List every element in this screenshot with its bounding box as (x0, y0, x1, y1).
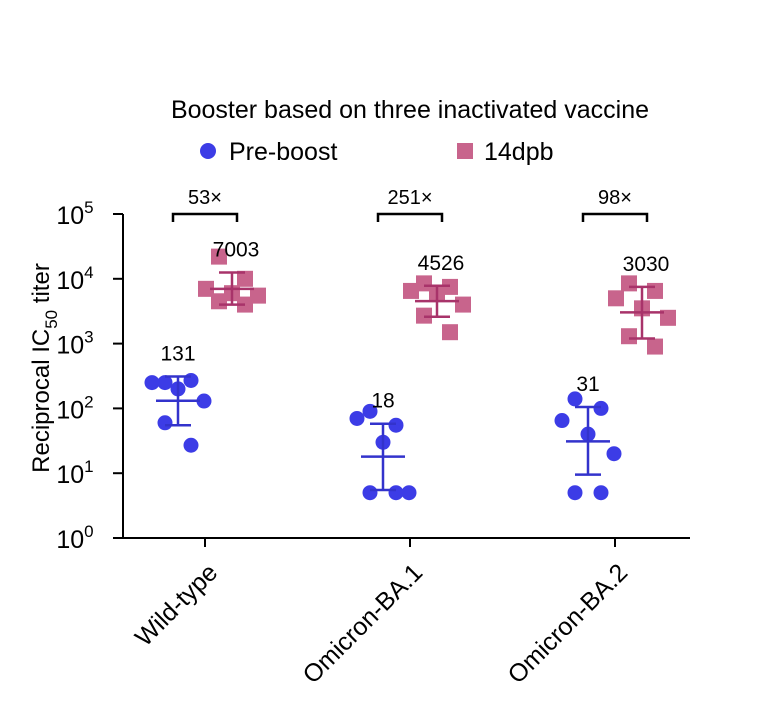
y-axis-label-subscript: 50 (42, 310, 61, 329)
data-point-pre-boost (362, 485, 378, 501)
data-point-14dpb (198, 280, 214, 297)
fold-change-bracket (171, 212, 239, 222)
geomean-label: 18 (371, 390, 394, 413)
data-point-14dpb (211, 248, 227, 265)
data-point-14dpb (621, 275, 637, 292)
data-point-14dpb (647, 282, 663, 299)
y-axis-label-tail: titer (28, 263, 55, 310)
legend-pre-boost-marker (200, 143, 216, 159)
y-tick-label: 102 (56, 392, 93, 424)
y-tick-label-base: 10 (56, 396, 84, 424)
geomean-label: 4526 (418, 252, 465, 275)
data-point-pre-boost (196, 393, 212, 409)
y-tick-label: 105 (56, 198, 93, 230)
data-point-14dpb (211, 293, 227, 310)
x-tick-label: Wild-type (130, 558, 223, 651)
data-point-pre-boost (388, 417, 404, 433)
legend-pre-boost-label: Pre-boost (229, 138, 337, 166)
data-point-pre-boost (401, 485, 417, 501)
data-point-pre-boost (183, 437, 199, 453)
data-point-14dpb (237, 270, 253, 287)
y-tick-label-exponent: 2 (84, 392, 93, 411)
data-point-pre-boost (157, 415, 173, 431)
geomean-label: 7003 (213, 239, 260, 262)
x-ticks: Wild-type Omicron-BA.1 Omicron-BA.2 (130, 538, 633, 689)
data-point-14dpb (608, 290, 624, 307)
y-tick-label-exponent: 1 (84, 457, 93, 476)
y-tick-label: 103 (56, 328, 93, 360)
fold-change-label: 251× (387, 187, 432, 209)
data-point-14dpb (250, 287, 266, 304)
data-point-pre-boost (362, 403, 378, 419)
y-tick-label-base: 10 (56, 332, 84, 360)
geomean-label: 131 (160, 343, 195, 366)
x-tick-label: Omicron-BA.1 (297, 558, 428, 689)
geomean-label: 31 (576, 373, 599, 396)
data-point-pre-boost (567, 485, 583, 501)
y-tick-label-exponent: 3 (84, 328, 93, 347)
y-tick-label-base: 10 (56, 267, 84, 295)
fold-change-bracket (581, 212, 649, 222)
data-point-14dpb (455, 296, 471, 313)
data-point-pre-boost (593, 400, 609, 416)
data-point-14dpb (621, 328, 637, 345)
data-point-pre-boost (606, 446, 622, 462)
data-marks: 131 18 31 7003 4526 3030 (144, 239, 676, 501)
x-tick-label: Omicron-BA.2 (502, 558, 633, 689)
data-point-14dpb (403, 282, 419, 299)
legend-14dpb-marker (457, 143, 473, 159)
y-tick-label: 104 (56, 263, 93, 295)
data-point-pre-boost (349, 410, 365, 426)
data-point-pre-boost (554, 413, 570, 429)
data-point-pre-boost (567, 391, 583, 407)
y-tick-label-base: 10 (56, 461, 84, 489)
y-tick-label: 100 (56, 522, 93, 554)
legend-14dpb-label: 14dpb (484, 138, 554, 166)
data-point-14dpb (660, 309, 676, 326)
y-tick-label-exponent: 0 (84, 522, 93, 541)
y-tick-label-base: 10 (56, 202, 84, 230)
data-point-pre-boost (157, 375, 173, 391)
data-point-14dpb (647, 338, 663, 355)
y-tick-label-exponent: 4 (84, 263, 93, 282)
data-point-14dpb (442, 324, 458, 341)
legend: Pre-boost 14dpb (200, 138, 554, 166)
y-tick-label-exponent: 5 (84, 198, 93, 217)
y-axis-label: Reciprocal IC50 titer (28, 263, 61, 473)
fold-change-label: 53× (188, 187, 222, 209)
fold-change-label: 98× (598, 187, 632, 209)
data-point-pre-boost (183, 372, 199, 388)
geomean-label: 3030 (623, 253, 670, 276)
data-point-14dpb (416, 275, 432, 292)
y-tick-label: 101 (56, 457, 93, 489)
data-point-pre-boost (144, 375, 160, 391)
y-tick-label-base: 10 (56, 526, 84, 554)
data-point-pre-boost (593, 485, 609, 501)
y-axis-label-main: Reciprocal IC (28, 329, 55, 473)
fold-change-bracket (376, 212, 444, 222)
data-point-pre-boost (388, 485, 404, 501)
chart-title: Booster based on three inactivated vacci… (171, 96, 649, 124)
fold-change-brackets: 53× 251× 98× (171, 187, 649, 222)
